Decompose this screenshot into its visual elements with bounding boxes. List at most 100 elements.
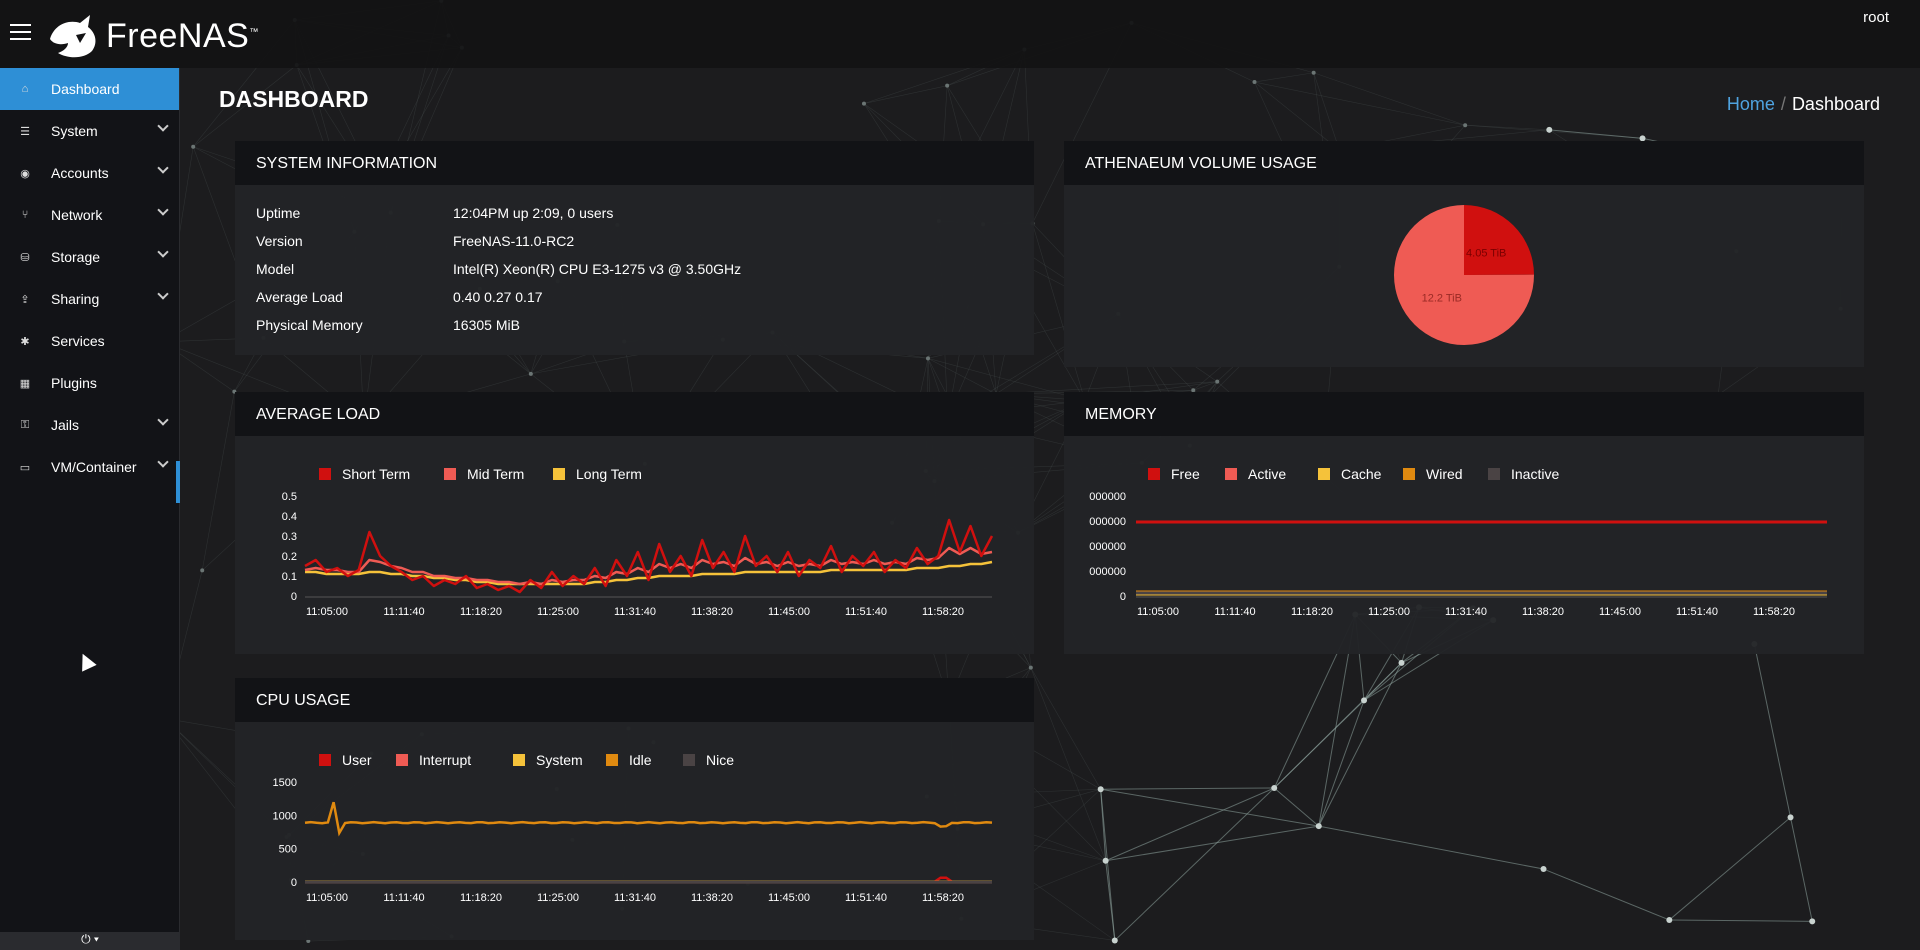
x-tick-label: 11:45:00 [768,892,810,904]
network-line [1313,72,1466,126]
jail-icon: ⚿ [20,418,30,431]
network-line [996,381,1218,395]
user-menu[interactable]: root [1863,9,1889,26]
network-icon: ⑂ [21,209,29,221]
x-tick-label: 11:31:40 [614,892,656,904]
legend-label: Interrupt [419,752,471,768]
legend-swatch [1148,468,1160,480]
network-line [1318,662,1402,827]
sidebar-item-storage[interactable]: ⛁ Storage [0,236,179,278]
sidebar-item-plugins[interactable]: ▦ Plugins [0,362,179,404]
sidebar-item-services[interactable]: ✱ Services [0,320,179,362]
page-title: DASHBOARD [219,86,369,112]
y-tick-label: 000000 [1089,516,1126,528]
network-node [1252,80,1257,85]
legend-swatch [1488,468,1500,480]
legend-swatch [319,468,331,480]
x-tick-label: 11:05:00 [1137,606,1179,618]
network-line [927,358,1085,401]
y-tick-label: 000000 [1089,566,1126,578]
average-load-chart: Short Term Mid Term Long Term 0.5 0.4 0.3 0.2 0… [282,466,994,618]
card-title: CPU USAGE [235,678,1034,722]
legend-swatch [1225,468,1237,480]
network-line [1193,381,1218,391]
network-line [1105,860,1116,941]
sidebar-item-label: Accounts [51,165,109,181]
sidebar-item-label: Dashboard [51,81,120,97]
network-node [1191,388,1196,393]
menu-toggle-icon[interactable] [10,24,31,42]
network-line [1543,868,1670,921]
x-tick-label: 11:05:00 [306,606,348,618]
card-title: ATHENAEUM VOLUME USAGE [1064,141,1864,185]
info-key: Physical Memory [256,317,363,333]
sidebar-item-dashboard[interactable]: ⌂ Dashboard [0,68,179,110]
y-tick-label: 0.2 [282,551,297,563]
network-line [863,85,948,104]
legend-swatch [606,754,618,766]
y-tick-label: 000000 [1089,541,1126,553]
legend-label: User [342,752,372,768]
info-key: Version [256,233,303,249]
volume-usage-pie-chart: 4.05 TiB 12.2 TiB [1394,205,1534,345]
average-load-card: AVERAGE LOAD Short Term Mid Term Long Term… [235,392,1034,654]
network-node [1666,916,1673,923]
info-row: Physical Memory 16305 MiB [235,311,1034,339]
sidebar-item-system[interactable]: ☰ System [0,110,179,152]
x-tick-label: 11:18:20 [1291,606,1333,618]
series-line [304,518,994,594]
network-node [925,356,930,361]
power-menu-button[interactable]: ⏻ ▾ [0,932,180,950]
x-tick-label: 11:11:40 [1214,606,1255,618]
info-key: Model [256,261,295,277]
network-line [1669,816,1791,921]
network-line [1313,72,1340,151]
sidebar-item-jails[interactable]: ⚿ Jails [0,404,179,446]
power-icon: ⏻ ▾ [81,932,99,946]
network-node [1102,857,1109,864]
system-information-card: SYSTEM INFORMATION Uptime 12:04PM up 2:09… [235,141,1034,355]
sidebar-scroll-indicator[interactable] [176,461,180,503]
network-line [1273,662,1402,789]
y-tick-label: 1500 [273,777,297,789]
x-tick-label: 11:58:20 [1753,606,1795,618]
sidebar-item-label: VM/Container [51,459,137,475]
x-tick-label: 11:58:20 [922,892,964,904]
y-tick-label: 1000 [273,810,297,822]
x-tick-label: 11:05:00 [306,892,348,904]
sidebar-item-label: Services [51,333,105,349]
y-tick-label: 500 [279,844,297,856]
sidebar-item-accounts[interactable]: ◉ Accounts [0,152,179,194]
sidebar-item-sharing[interactable]: ⇪ Sharing [0,278,179,320]
card-title: MEMORY [1064,392,1864,436]
gear-icon: ✱ [20,335,30,348]
legend-label: Cache [1341,466,1382,482]
x-tick-label: 11:38:20 [1522,606,1564,618]
sidebar-item-vm-container[interactable]: ▭ VM/Container [0,446,179,488]
series-line [304,546,993,586]
memory-chart: Free Active Cache Wired Inactive000000000000… [1089,466,1827,618]
network-node [1028,665,1033,670]
pie-slice [1394,205,1534,345]
network-line [1100,787,1275,790]
network-line [1105,825,1319,862]
cpu-usage-chart: User Interrupt System Idle Nice1500100050001… [273,752,993,904]
legend-label: Active [1248,466,1286,482]
network-node [528,371,533,376]
sidebar-item-network[interactable]: ⑂ Network [0,194,179,236]
x-tick-label: 11:25:00 [537,606,579,618]
x-tick-label: 11:31:40 [614,606,656,618]
network-line [1100,789,1116,941]
legend-label: Mid Term [467,466,524,482]
breadcrumb: Home / Dashboard [1727,94,1880,115]
network-line [1114,787,1275,941]
network-line [1549,129,1643,139]
network-line [1465,124,1643,139]
network-node [1398,659,1405,666]
sidebar-item-label: Sharing [51,291,100,307]
breadcrumb-home-link[interactable]: Home [1726,94,1775,114]
freenas-logo[interactable]: FreeNAS™ [46,12,259,60]
volume-usage-card: ATHENAEUM VOLUME USAGE 4.05 TiB 12.2 TiB [1064,141,1864,367]
y-tick-label: 0 [291,877,297,889]
series-line [304,801,993,837]
